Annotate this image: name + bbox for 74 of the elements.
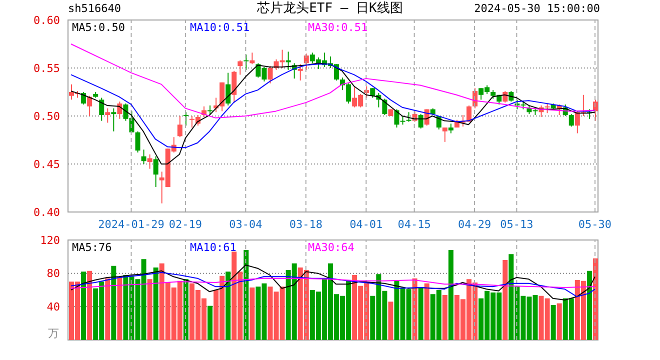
candlestick <box>177 116 182 138</box>
candlestick <box>268 66 273 84</box>
text: MA30:0.51 <box>308 21 369 34</box>
candlestick <box>406 112 412 122</box>
x-tick-label: 04-29 <box>458 218 492 231</box>
candlestick <box>147 154 152 170</box>
bar <box>111 266 116 340</box>
bar <box>442 295 448 340</box>
x-tick-label: 05-13 <box>500 218 534 231</box>
bar <box>81 272 86 340</box>
bar <box>87 270 92 340</box>
bar <box>448 250 454 340</box>
bar <box>418 288 424 340</box>
candlestick <box>183 112 188 126</box>
candlestick <box>418 114 424 129</box>
candlestick <box>105 108 110 124</box>
candlestick <box>544 103 550 114</box>
y-tick-label: 120 <box>40 234 60 247</box>
x-tick-label: 04-15 <box>398 218 431 231</box>
y-tick-label: 40 <box>46 300 60 314</box>
chart-title: 芯片龙头ETF — 日K线图 <box>257 1 403 16</box>
text: MA30:64 <box>308 241 356 254</box>
line-series <box>70 278 596 289</box>
x-tick-label: 2024-01-29 <box>98 218 164 231</box>
candlestick <box>244 54 249 70</box>
y-tick-label: 0.40 <box>34 206 60 219</box>
candlestick <box>238 60 243 76</box>
bar <box>250 288 255 340</box>
candlestick <box>232 70 237 104</box>
x-tick-label: 04-01 <box>350 218 383 231</box>
line-series <box>70 264 596 300</box>
y-tick-label: 0.55 <box>34 62 60 75</box>
x-tick-label: 02-19 <box>168 218 202 231</box>
candlestick <box>448 123 454 134</box>
y-tick-label: 0.45 <box>34 158 60 171</box>
bar <box>147 279 152 340</box>
candlestick <box>382 98 388 116</box>
y-tick-label: 0.50 <box>34 110 60 123</box>
y-tick-label: 0.60 <box>34 14 60 27</box>
bar <box>388 302 394 340</box>
candlestick <box>298 64 303 81</box>
candlestick <box>111 108 116 132</box>
bar <box>105 278 110 340</box>
candlestick <box>141 149 146 164</box>
bar <box>117 276 122 340</box>
candlestick <box>153 156 158 188</box>
x-tick-label: 05-30 <box>578 218 612 231</box>
bar <box>502 260 508 340</box>
chart-subtitle: 2024-05-30 15:00:00 <box>474 2 600 16</box>
text: MA5:0.50 <box>72 21 126 34</box>
candlestick <box>135 130 140 153</box>
candlestick <box>81 92 86 105</box>
candlestick <box>87 95 92 116</box>
bar <box>153 268 158 340</box>
y-axis-title: 万 <box>48 326 59 341</box>
x-tick-label: 03-04 <box>229 218 263 231</box>
text: MA10:0.51 <box>190 21 251 34</box>
line-series <box>70 272 596 298</box>
x-tick-label: 03-18 <box>289 218 322 231</box>
candlestick <box>226 72 231 106</box>
candlestick <box>99 97 104 122</box>
bar <box>550 305 556 340</box>
bar <box>226 272 231 340</box>
bar <box>556 303 562 340</box>
bar <box>208 306 213 340</box>
text: MA10:61 <box>190 241 238 254</box>
bar <box>586 270 592 340</box>
candlestick <box>208 104 213 116</box>
candlestick <box>568 114 574 128</box>
text: sh516640 <box>68 2 121 16</box>
y-tick-label: 80 <box>46 267 60 280</box>
bar <box>424 283 430 340</box>
text: MA5:76 <box>72 241 113 254</box>
candlestick <box>442 127 448 142</box>
